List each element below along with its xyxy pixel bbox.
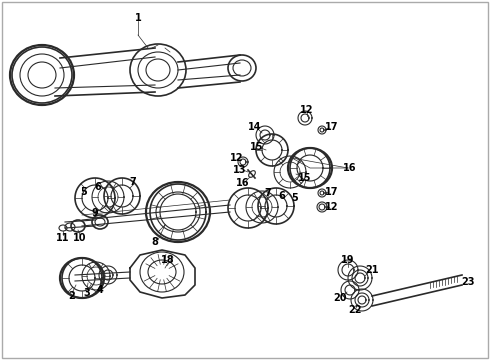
- Text: 9: 9: [92, 208, 98, 218]
- Text: 18: 18: [161, 255, 175, 265]
- Text: 5: 5: [81, 187, 87, 197]
- Text: 12: 12: [230, 153, 244, 163]
- Text: 22: 22: [348, 305, 362, 315]
- Text: 19: 19: [341, 255, 355, 265]
- Text: 16: 16: [236, 178, 250, 188]
- Text: 16: 16: [343, 163, 357, 173]
- Text: 20: 20: [333, 293, 347, 303]
- Text: 7: 7: [265, 188, 271, 198]
- Text: 7: 7: [130, 177, 136, 187]
- Text: 8: 8: [151, 237, 158, 247]
- Text: 10: 10: [73, 233, 87, 243]
- Text: 21: 21: [365, 265, 379, 275]
- Text: 15: 15: [250, 142, 264, 152]
- Text: 1: 1: [135, 13, 142, 23]
- Text: 5: 5: [292, 193, 298, 203]
- Text: 12: 12: [325, 202, 339, 212]
- Text: 13: 13: [233, 165, 247, 175]
- Text: 3: 3: [84, 288, 90, 298]
- Text: 14: 14: [248, 122, 262, 132]
- Text: 12: 12: [300, 105, 314, 115]
- Text: 23: 23: [461, 277, 475, 287]
- Text: 15: 15: [298, 173, 312, 183]
- Text: 17: 17: [325, 187, 339, 197]
- Text: 11: 11: [56, 233, 70, 243]
- Text: 6: 6: [279, 191, 285, 201]
- Text: 2: 2: [69, 291, 75, 301]
- Text: 4: 4: [97, 285, 103, 295]
- Text: 6: 6: [95, 182, 101, 192]
- Text: 17: 17: [325, 122, 339, 132]
